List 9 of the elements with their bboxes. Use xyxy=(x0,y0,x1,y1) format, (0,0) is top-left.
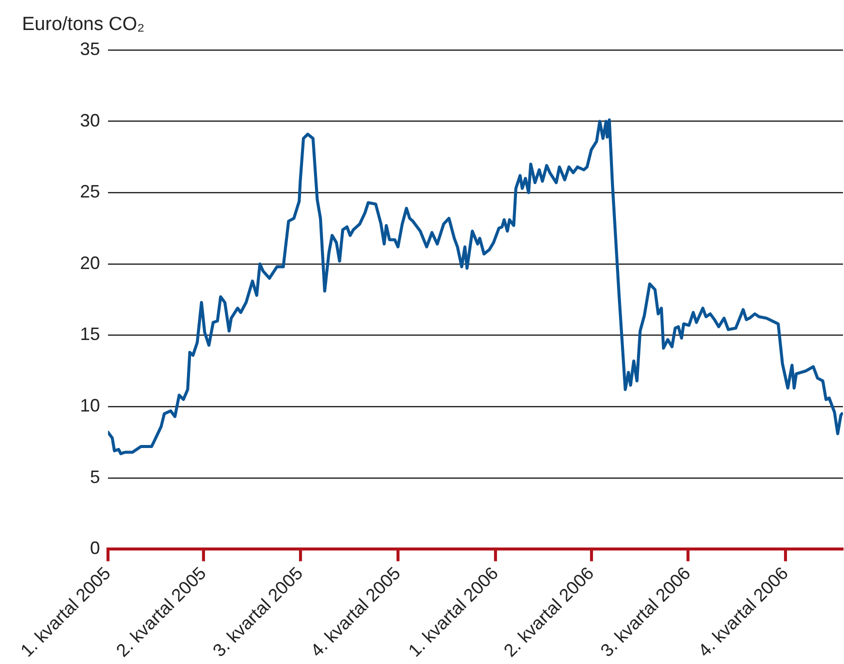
y-tick-label: 25 xyxy=(80,182,100,202)
y-tick-label: 35 xyxy=(80,38,100,59)
y-tick-label: 5 xyxy=(90,466,100,487)
y-tick-label: 10 xyxy=(80,396,100,416)
y-tick-label: 30 xyxy=(80,110,100,130)
y-tick-label: 20 xyxy=(80,252,100,273)
y-tick-label: 0 xyxy=(90,538,100,558)
y-axis-title: Euro/tons CO₂ xyxy=(22,14,144,36)
y-tick-label: 15 xyxy=(80,324,100,344)
